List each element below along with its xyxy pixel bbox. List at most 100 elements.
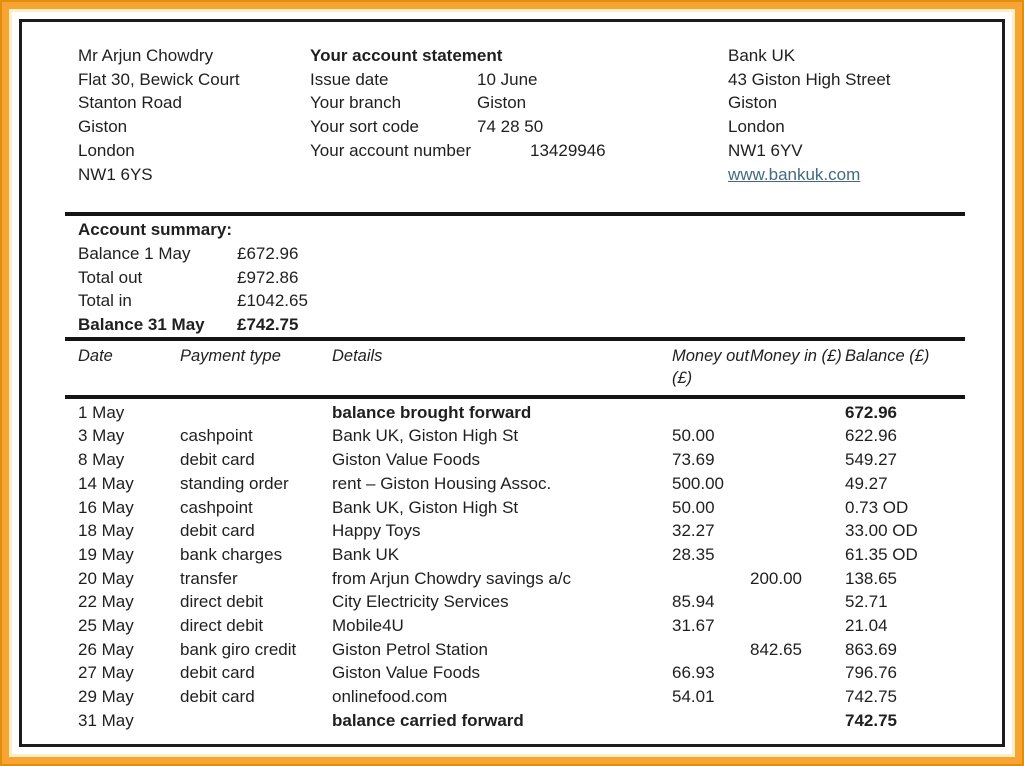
cell-payment-type xyxy=(180,709,332,733)
statement-info-label: Your branch xyxy=(310,93,402,113)
cell-details: Giston Value Foods xyxy=(332,450,481,470)
statement-info-row: Issue date 10 June xyxy=(310,68,728,92)
statement-info-row: Your sort code 74 28 50 xyxy=(310,115,728,139)
table-row: 1 May balance brought forward 672.96 xyxy=(65,401,965,425)
cell-money-out: 28.35 xyxy=(672,544,715,564)
cell-balance: 622.96 xyxy=(845,426,897,446)
cell-date: 16 May xyxy=(78,497,134,517)
table-row: 25 May direct debit Mobile4U 31.67 21.04 xyxy=(65,614,965,638)
cell-money-in xyxy=(750,448,845,472)
cell-balance: 742.75 xyxy=(845,710,897,730)
cell-balance: 742.75 xyxy=(845,687,897,707)
table-row: 31 May balance carried forward 742.75 xyxy=(65,709,965,733)
bank-address-line: Bank UK xyxy=(728,46,796,65)
cell-money-out: 500.00 xyxy=(672,473,724,493)
cell-money-in xyxy=(750,472,845,496)
statement-info-value: 13429946 xyxy=(530,140,606,160)
cell-date: 1 May xyxy=(78,402,125,422)
cell-details: City Electricity Services xyxy=(332,592,509,612)
summary-row: Total out £972.86 xyxy=(78,266,965,290)
summary-row: Total in £1042.65 xyxy=(78,289,965,313)
cell-balance: 796.76 xyxy=(845,663,897,683)
cell-balance: 549.27 xyxy=(845,450,897,470)
statement-info-rows: Issue date 10 June Your branch Giston Your s… xyxy=(310,68,728,163)
page-margin: Mr Arjun Chowdry Flat 30, Bewick Court Sta… xyxy=(12,12,1012,754)
table-top-rule xyxy=(65,336,965,341)
cell-date: 25 May xyxy=(78,616,134,636)
cell-money-out: 66.93 xyxy=(672,663,715,683)
account-summary-rows: Balance 1 May £672.96 Total out £972.86 Tota… xyxy=(78,242,965,337)
statement-info-label: Your sort code xyxy=(310,117,419,137)
cell-date: 20 May xyxy=(78,568,134,588)
cell-money-out: 32.27 xyxy=(672,521,715,541)
recipient-address-line: Giston xyxy=(78,117,128,137)
cell-date: 3 May xyxy=(78,426,125,446)
recipient-address-line: Flat 30, Bewick Court xyxy=(78,69,240,89)
cell-details: onlinefood.com xyxy=(332,687,448,707)
cell-money-out: 73.69 xyxy=(672,450,715,470)
cell-payment-type: standing order xyxy=(180,473,289,493)
cell-details: Giston Value Foods xyxy=(332,663,481,683)
cell-date: 31 May xyxy=(78,710,134,730)
cell-details: Mobile4U xyxy=(332,616,404,636)
cell-money-in xyxy=(750,614,845,638)
cell-payment-type: cashpoint xyxy=(180,497,253,517)
cell-balance: 0.73 OD xyxy=(845,497,909,517)
statement-info-block: Your account statement Issue date 10 June… xyxy=(310,44,728,186)
summary-row-value: £972.86 xyxy=(237,267,299,287)
cell-balance: 863.69 xyxy=(845,639,897,659)
summary-row-value: £1042.65 xyxy=(237,291,308,311)
bank-website-link[interactable]: www.bankuk.com xyxy=(728,164,861,184)
cell-details: Bank UK xyxy=(332,544,400,564)
summary-row-value: £672.96 xyxy=(237,243,299,263)
recipient-address-block: Mr Arjun Chowdry Flat 30, Bewick Court Sta… xyxy=(78,44,310,186)
statement-info-label: Issue date xyxy=(310,69,389,89)
statement-info-value: Giston xyxy=(477,93,527,113)
column-header-date: Date xyxy=(78,346,113,365)
summary-row-label: Total out xyxy=(78,267,143,287)
cell-money-in xyxy=(750,401,845,425)
cell-money-in: 842.65 xyxy=(750,639,802,659)
table-row: 16 May cashpoint Bank UK, Giston High St 50… xyxy=(65,496,965,520)
cell-payment-type xyxy=(180,401,332,425)
summary-row-label: Balance 31 May xyxy=(78,315,205,335)
cell-details: from Arjun Chowdry savings a/c xyxy=(332,568,572,588)
cell-money-in xyxy=(750,424,845,448)
recipient-address-line: Stanton Road xyxy=(78,93,182,113)
cell-date: 29 May xyxy=(78,687,134,707)
cell-details: rent – Giston Housing Assoc. xyxy=(332,473,552,493)
cell-details: Happy Toys xyxy=(332,521,421,541)
cell-money-in: 200.00 xyxy=(750,568,802,588)
cell-payment-type: debit card xyxy=(180,663,255,683)
table-header-rule xyxy=(65,394,965,399)
recipient-address-line: NW1 6YS xyxy=(78,164,153,184)
recipient-address-line: London xyxy=(78,140,135,160)
transactions-body: 1 May balance brought forward 672.96 3 May c… xyxy=(65,401,965,733)
table-row: 14 May standing order rent – Giston Housin… xyxy=(65,472,965,496)
bank-address-line: Giston xyxy=(728,93,778,113)
bank-address-line: London xyxy=(728,117,785,137)
summary-top-rule xyxy=(65,212,965,217)
table-row: 26 May bank giro credit Giston Petrol Stat… xyxy=(65,638,965,662)
statement-header: Mr Arjun Chowdry Flat 30, Bewick Court Sta… xyxy=(78,44,965,186)
account-summary-title: Account summary: xyxy=(78,220,232,240)
cell-balance: 33.00 OD xyxy=(845,521,918,541)
bank-address-line: 43 Giston High Street xyxy=(728,69,891,89)
statement-info-value: 74 28 50 xyxy=(477,117,544,137)
summary-row-value: £742.75 xyxy=(237,315,299,335)
bank-address-lines: Bank UK 43 Giston High Street Giston London… xyxy=(728,44,965,163)
transactions-header-row: Date Payment type Details Money out (£) … xyxy=(65,341,965,395)
table-row: 8 May debit card Giston Value Foods 73.69 54… xyxy=(65,448,965,472)
table-row: 29 May debit card onlinefood.com 54.01 742.7… xyxy=(65,685,965,709)
cell-details: Bank UK, Giston High St xyxy=(332,497,519,517)
cell-payment-type: direct debit xyxy=(180,592,264,612)
summary-row-label: Total in xyxy=(78,291,132,311)
table-row: 22 May direct debit City Electricity Servi… xyxy=(65,590,965,614)
cell-balance: 61.35 OD xyxy=(845,544,918,564)
cell-money-in xyxy=(750,685,845,709)
cell-balance: 21.04 xyxy=(845,616,888,636)
cell-date: 14 May xyxy=(78,473,134,493)
column-header-balance: Balance (£) xyxy=(845,346,930,365)
cell-date: 22 May xyxy=(78,592,134,612)
